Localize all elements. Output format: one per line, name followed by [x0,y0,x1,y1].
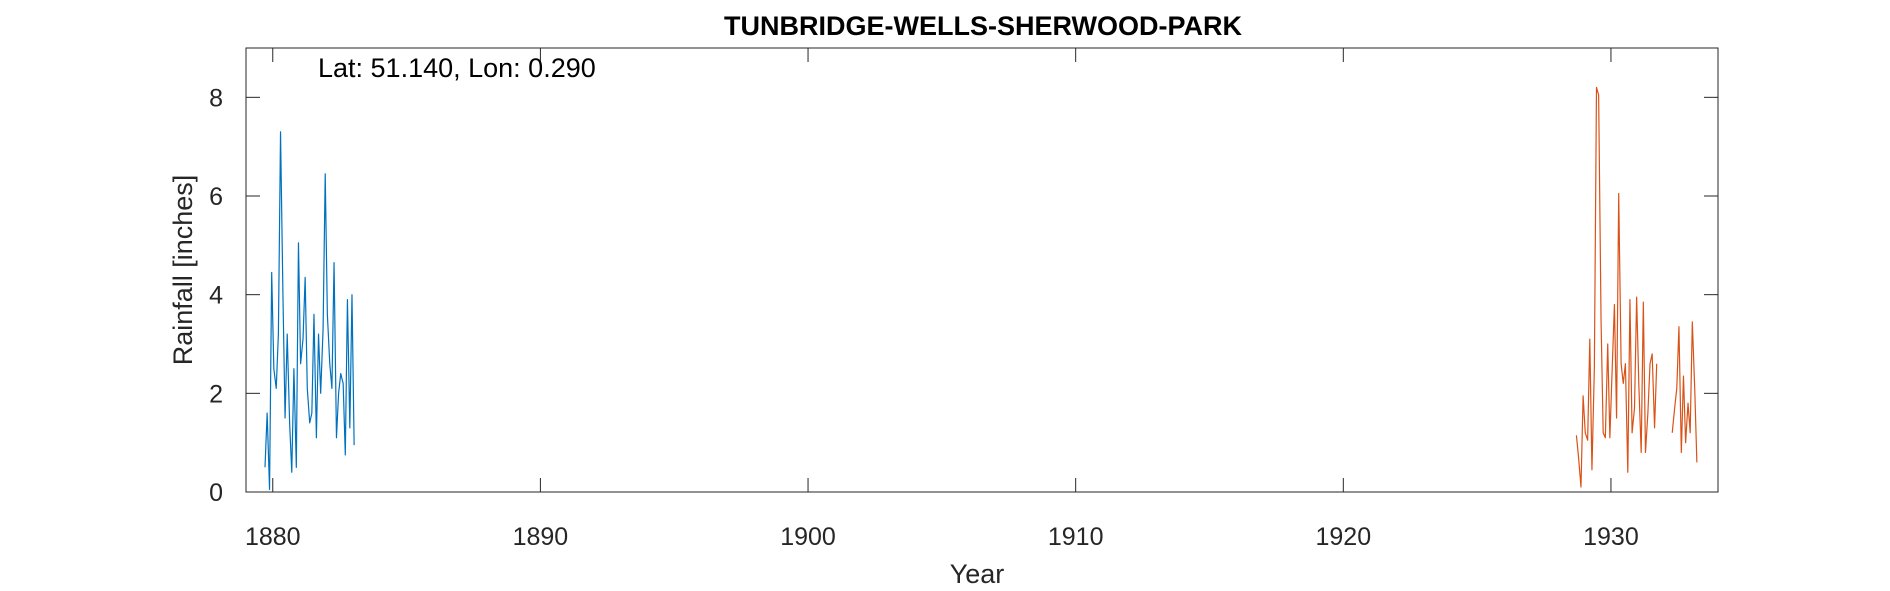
x-axis-label: Year [950,559,1005,589]
series-line-1 [264,131,355,491]
x-tick-label: 1910 [1048,523,1104,551]
x-tick-label: 1890 [513,523,569,551]
y-tick-label: 2 [209,380,223,408]
y-tick-label: 4 [209,282,223,310]
y-tick-label: 0 [209,479,223,507]
x-tick-label: 1900 [780,523,836,551]
x-tick-label: 1880 [245,523,301,551]
x-tick-label: 1930 [1583,523,1639,551]
location-annotation: Lat: 51.140, Lon: 0.290 [318,53,596,83]
y-tick-label: 6 [209,183,223,211]
y-tick-label: 8 [209,84,223,112]
y-axis-label: Rainfall [inches] [168,175,198,366]
series-line-2 [1575,86,1698,488]
x-tick-label: 1920 [1315,523,1371,551]
plot-area-frame [245,47,1719,493]
chart-title: TUNBRIDGE-WELLS-SHERWOOD-PARK [724,11,1242,41]
